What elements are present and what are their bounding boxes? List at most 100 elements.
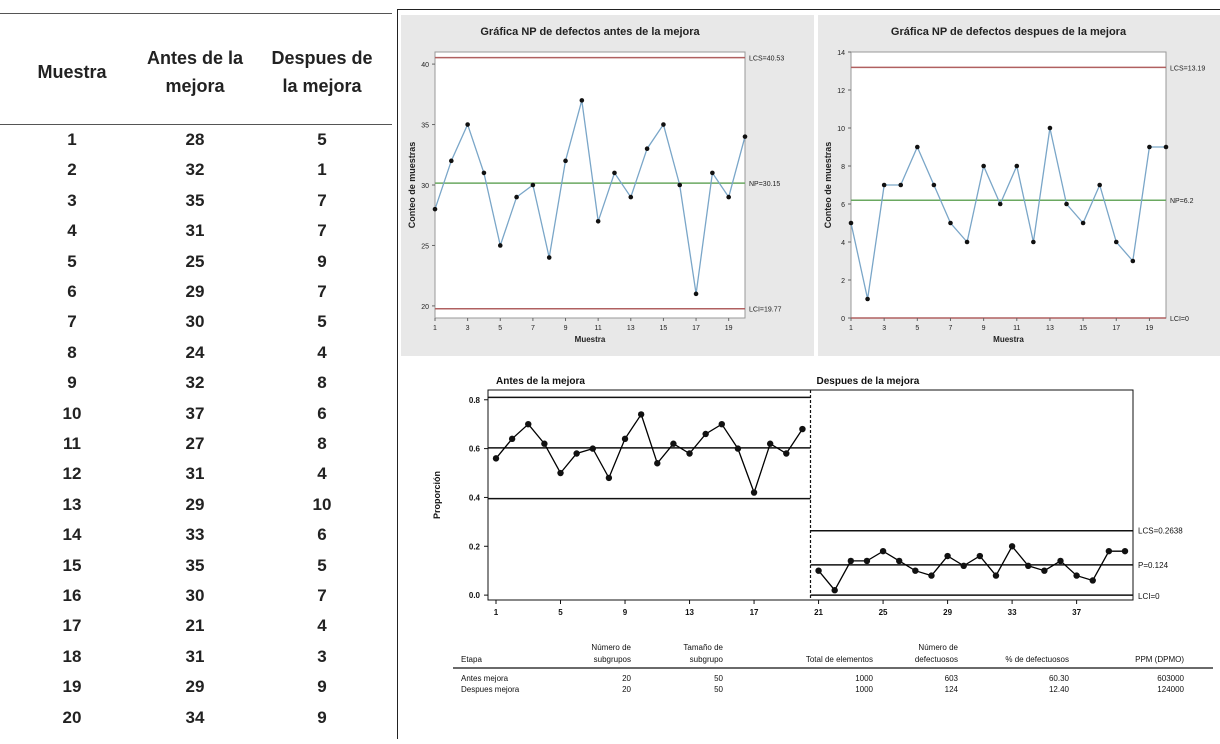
table-cell: 7 [317, 282, 327, 301]
table-cell: 31 [185, 464, 205, 484]
table-cell: 6 [67, 282, 77, 301]
data-point [799, 425, 806, 433]
data-point [644, 146, 650, 152]
table-cell: 1 [317, 160, 327, 180]
table-cell: 6 [317, 403, 327, 423]
data-point [557, 469, 564, 477]
data-point [742, 134, 748, 139]
charts-panel: Gráfica NP de defectos antes de la mejor… [397, 9, 1220, 739]
x-tick-label: 21 [814, 608, 823, 617]
x-tick-label: 17 [1112, 325, 1120, 332]
x-tick-label: 3 [466, 325, 470, 332]
series-line [850, 127, 1166, 300]
x-tick-label: 13 [685, 608, 694, 617]
table-cell: 32 [185, 160, 205, 180]
summary-header: subgrupo [690, 655, 724, 664]
x-tick-label: 9 [982, 325, 986, 332]
lcl-label: LCI=0 [1170, 316, 1189, 323]
data-point [928, 572, 935, 579]
stage-label: Antes de la mejora [496, 376, 585, 387]
data-point [693, 291, 699, 297]
summary-cell: 60.30 [1049, 674, 1070, 683]
data-point [514, 194, 519, 200]
x-tick-label: 3 [882, 325, 886, 332]
table-cell: 27 [185, 434, 205, 453]
table-cell: 11 [63, 434, 81, 453]
data-point [605, 474, 613, 482]
data-point [677, 182, 683, 188]
data-point [492, 455, 500, 462]
data-point [1073, 572, 1080, 579]
x-tick-label: 5 [558, 608, 563, 617]
table-cell: 29 [185, 282, 205, 301]
data-point [997, 201, 1003, 207]
data-point [766, 440, 774, 447]
data-point [847, 557, 855, 565]
data-point [686, 450, 693, 457]
data-point [915, 144, 920, 150]
summary-cell: 50 [714, 674, 723, 683]
data-point [1031, 239, 1036, 245]
table-cell: 7 [317, 190, 327, 210]
data-point [964, 239, 970, 245]
table-cell: 7 [317, 221, 327, 241]
data-point [992, 572, 1000, 579]
data-point [912, 567, 919, 574]
x-tick-label: 13 [1046, 325, 1054, 332]
table-cell: 9 [317, 677, 327, 697]
table-cell: 5 [317, 555, 327, 575]
lcl-label: LCI=19.77 [749, 307, 782, 314]
data-point [1025, 562, 1032, 570]
data-point [881, 182, 887, 188]
center-label: NP=30.15 [749, 181, 780, 188]
data-point [976, 552, 984, 560]
data-point [865, 296, 870, 302]
table-cell: 6 [317, 525, 327, 545]
x-tick-label: 13 [627, 325, 635, 332]
table-cell: 9 [317, 707, 327, 727]
data-point [661, 122, 666, 127]
x-tick-label: 5 [498, 325, 502, 332]
summary-header: Número de [918, 643, 958, 652]
summary-cell: 603000 [1157, 674, 1184, 683]
summary-cell: 20 [622, 674, 631, 683]
summary-header: Total de elementos [806, 655, 873, 664]
table-cell: 30 [185, 312, 205, 332]
data-point [573, 450, 580, 457]
x-axis-label: Muestra [993, 335, 1024, 344]
table-header-cell: Muestra [37, 62, 107, 82]
chart-title: Gráfica NP de defectos antes de la mejor… [480, 26, 700, 38]
data-point [1163, 144, 1169, 150]
x-tick-label: 7 [949, 325, 953, 332]
x-tick-label: 5 [915, 325, 919, 332]
table-cell: 35 [185, 555, 205, 575]
table-cell: 29 [185, 494, 205, 514]
summary-cell: 12.40 [1049, 685, 1070, 694]
summary-cell: Antes mejora [461, 674, 509, 683]
data-point [670, 440, 677, 447]
x-axis-label: Muestra [575, 335, 606, 344]
table-cell: 5 [317, 312, 327, 332]
chart-title: Gráfica NP de defectos despues de la mej… [891, 26, 1127, 38]
table-cell: 31 [185, 646, 205, 666]
y-tick-label: 12 [837, 88, 845, 95]
data-point [879, 547, 887, 555]
table-cell: 37 [185, 403, 205, 423]
y-tick-label: 0.8 [469, 396, 481, 405]
y-axis-label: Proporción [432, 471, 442, 519]
x-tick-label: 15 [1079, 325, 1087, 332]
charts-canvas: Gráfica NP de defectos antes de la mejor… [401, 15, 1220, 694]
data-point [637, 411, 645, 418]
table-cell: 2 [67, 160, 77, 180]
data-point [1047, 125, 1053, 131]
x-tick-label: 19 [725, 325, 733, 332]
summary-header: Tamaño de [683, 643, 723, 652]
table-header-cell: la mejora [282, 76, 362, 96]
data-point [710, 170, 715, 176]
summary-cell: 603 [945, 674, 959, 683]
summary-cell: 124000 [1157, 685, 1184, 694]
data-point [508, 435, 516, 443]
x-tick-label: 15 [660, 325, 668, 332]
table-header-cell: mejora [165, 76, 225, 96]
data-point [1121, 547, 1129, 555]
